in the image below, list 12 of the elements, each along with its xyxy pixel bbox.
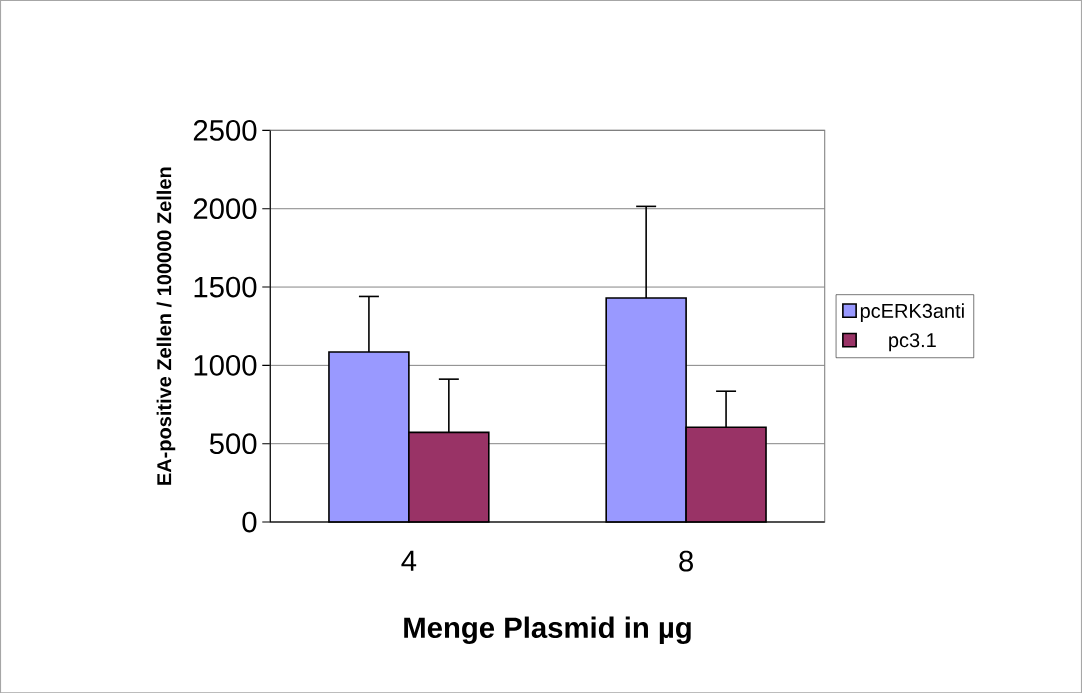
y-tick-label: 0 — [242, 511, 257, 533]
legend-label: pcERK3anti — [860, 303, 964, 322]
x-tick-label: 4 — [401, 550, 417, 571]
y-tick-label: 500 — [209, 433, 257, 454]
x-tick-label: 8 — [679, 550, 693, 572]
y-tick-label: 2000 — [193, 198, 257, 219]
x-axis-title: Menge Plasmid in µg — [404, 616, 691, 644]
y-tick-label: 1500 — [194, 276, 257, 298]
legend-label: pc3.1 — [889, 332, 936, 352]
y-tick-label: 2500 — [193, 119, 257, 141]
y-axis-title: EA-positive Zellen / 100000 Zellen — [156, 167, 176, 485]
y-tick-label: 1000 — [194, 354, 257, 376]
